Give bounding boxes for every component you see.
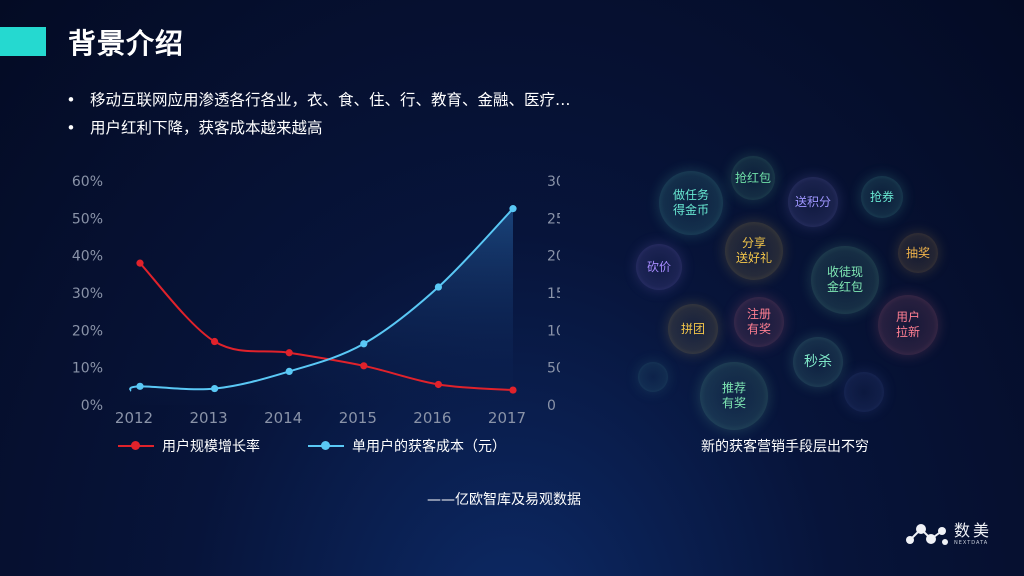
- data-point-0-4: [434, 380, 442, 389]
- legend-item: 用户规模增长率: [118, 436, 260, 456]
- bubble-label: 用户 拉新: [895, 310, 920, 339]
- source-note: ——亿欧智库及易观数据: [427, 492, 581, 508]
- series-line-0: [139, 262, 514, 392]
- bubble-label: 砍价: [646, 259, 671, 274]
- logo-subtext: NEXTDATA: [954, 539, 989, 546]
- bullet-text: 用户红利下降，获客成本越来越高: [90, 119, 323, 137]
- bullet-text: 移动互联网应用渗透各行各业，衣、食、住、行、教育、金融、医疗…: [90, 91, 571, 109]
- bubble-task: 做任务 得金币: [659, 171, 723, 235]
- bubble-acquire: 用户 拉新: [878, 295, 938, 355]
- brand-logo: 数美 NEXTDATA: [904, 521, 992, 547]
- y-right-tick-label: 150: [547, 286, 560, 302]
- data-point-1-5: [509, 205, 517, 213]
- title-accent-bar: [0, 27, 46, 56]
- bubble-points: 送积分: [788, 177, 838, 227]
- x-tick-label: 2014: [264, 409, 302, 427]
- bullet-dot-icon: •: [66, 91, 76, 109]
- x-tick-label: 2012: [115, 409, 153, 427]
- legend-marker-red: [118, 441, 154, 450]
- x-tick-label: 2013: [190, 409, 228, 427]
- logo-text: 数美: [954, 520, 993, 540]
- bubble-share: 分享 送好礼: [725, 222, 783, 280]
- y-right-tick-label: 200: [547, 249, 560, 265]
- bubble-coupon: 抢券: [861, 176, 903, 218]
- y-right-tick-label: 300: [547, 174, 560, 190]
- y-left-tick-label: 0%: [81, 398, 103, 414]
- legend-item: 单用户的获客成本（元）: [308, 436, 506, 456]
- bubble-collect: 收徒现 金红包: [811, 246, 879, 314]
- y-right-tick-label: 100: [547, 323, 560, 339]
- bubble-redpacket: 抢红包: [731, 156, 775, 200]
- bullet-list: • 移动互联网应用渗透各行各业，衣、食、住、行、教育、金融、医疗… • 用户红利…: [62, 86, 571, 142]
- data-point-0-5: [509, 386, 517, 394]
- x-tick-label: 2016: [413, 409, 451, 427]
- bubble-label: 收徒现 金红包: [826, 265, 863, 294]
- y-right-tick-label: 250: [547, 211, 560, 227]
- y-right-tick-label: 0: [547, 398, 556, 414]
- page-title: 背景介绍: [68, 27, 185, 60]
- bubble-label: 送积分: [794, 194, 831, 209]
- y-left-tick-label: 60%: [72, 174, 103, 190]
- data-point-0-3: [360, 362, 368, 370]
- data-point-0-0: [136, 259, 144, 267]
- bubble-label: 拼团: [680, 321, 705, 336]
- bubble-label: 秒杀: [804, 353, 832, 370]
- legend-label: 用户规模增长率: [162, 439, 260, 455]
- bullet-item: • 移动互联网应用渗透各行各业，衣、食、住、行、教育、金融、医疗…: [62, 86, 571, 114]
- data-point-1-4: [434, 283, 442, 291]
- bubble-lottery: 抽奖: [898, 233, 938, 273]
- bubble-empty-b: [844, 372, 884, 412]
- bubble-label: 抽奖: [905, 245, 930, 260]
- data-point-0-1: [211, 337, 219, 346]
- bullet-dot-icon: •: [66, 119, 76, 137]
- bubble-label: 做任务 得金币: [672, 188, 709, 217]
- x-tick-label: 2017: [488, 409, 526, 427]
- bullet-item: • 用户红利下降，获客成本越来越高: [62, 114, 571, 142]
- logo-mark-icon: [906, 524, 948, 545]
- bubble-bargain: 砍价: [636, 244, 682, 290]
- y-right-tick-label: 50: [547, 361, 560, 377]
- bubble-label: 抢红包: [734, 170, 771, 185]
- y-left-tick-label: 30%: [72, 286, 103, 302]
- series-area-1: [130, 208, 513, 405]
- bubble-label: 分享 送好礼: [735, 236, 772, 265]
- data-point-1-1: [211, 384, 219, 393]
- bubble-refer: 推荐 有奖: [700, 362, 768, 430]
- bubble-caption: 新的获客营销手段层出不穷: [701, 439, 869, 455]
- bubble-flash: 秒杀: [793, 337, 843, 387]
- bubble-label: 推荐 有奖: [721, 381, 746, 410]
- x-tick-label: 2015: [339, 409, 377, 427]
- data-point-0-2: [285, 349, 293, 357]
- data-point-1-2: [285, 367, 293, 375]
- legend-marker-blue: [308, 441, 344, 450]
- bubble-register: 注册 有奖: [734, 297, 784, 347]
- line-chart: 0% 10% 20% 30% 40% 50% 60% 0 50 100 150 200 250 300 20…: [72, 174, 560, 427]
- bubble-empty-a: [638, 362, 668, 392]
- data-point-1-3: [360, 340, 368, 348]
- y-left-tick-label: 50%: [72, 211, 103, 227]
- y-left-tick-label: 40%: [72, 249, 103, 265]
- bubble-label: 抢券: [869, 189, 894, 204]
- data-point-1-0: [136, 382, 144, 390]
- legend-label: 单用户的获客成本（元）: [352, 439, 506, 455]
- bubble-group: 拼团: [668, 304, 718, 354]
- y-left-tick-label: 10%: [72, 361, 103, 377]
- y-left-tick-label: 20%: [72, 323, 103, 339]
- bubble-label: 注册 有奖: [746, 307, 771, 336]
